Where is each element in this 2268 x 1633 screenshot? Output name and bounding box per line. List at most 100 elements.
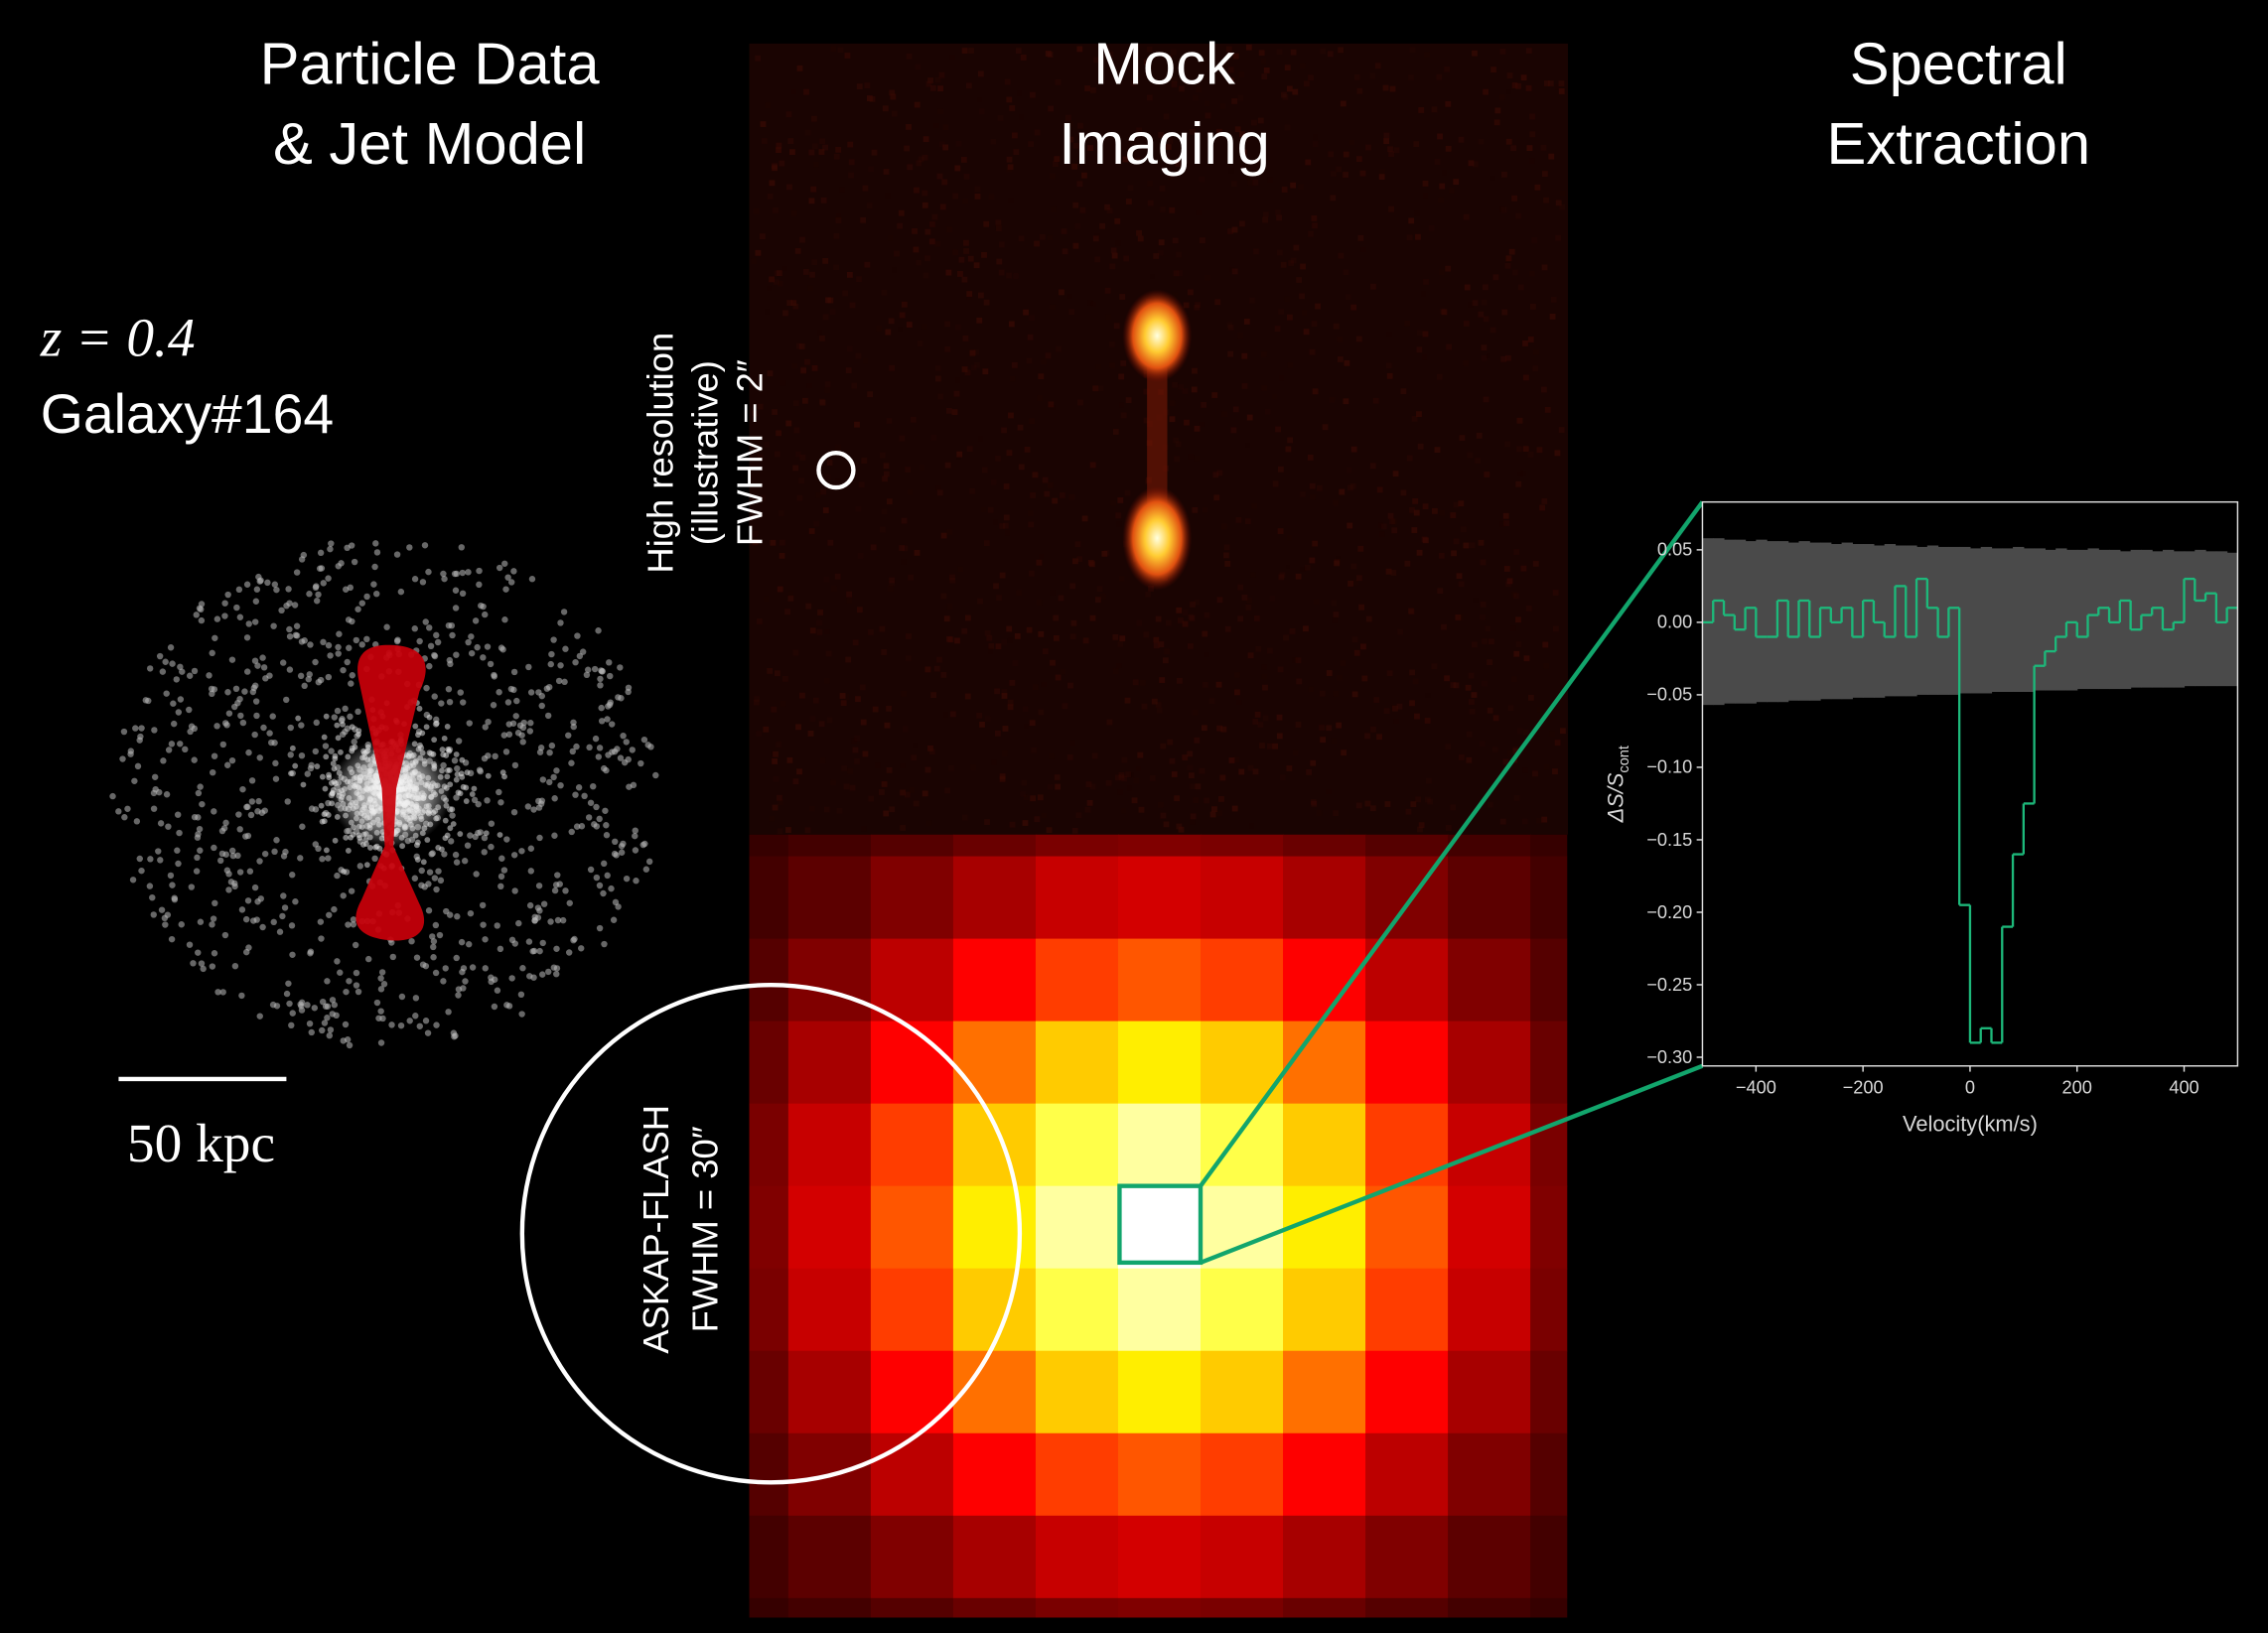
pixel [749, 1515, 789, 1599]
noise [1137, 751, 1144, 758]
noise [1228, 757, 1235, 763]
noise [925, 80, 932, 87]
noise [1238, 768, 1245, 775]
noise [1239, 131, 1245, 138]
noise [1132, 679, 1139, 686]
noise [778, 799, 783, 806]
particle [638, 759, 644, 767]
noise [763, 726, 770, 733]
particle [280, 659, 287, 666]
particle [197, 918, 205, 925]
noise [1286, 534, 1293, 541]
particle [537, 745, 545, 751]
particle [446, 656, 454, 664]
noise [1182, 620, 1189, 627]
noise [808, 805, 815, 812]
noise [1277, 466, 1284, 473]
particle [224, 591, 231, 599]
noise [1251, 502, 1258, 509]
particle [608, 885, 615, 892]
noise [1116, 663, 1122, 669]
noise [1360, 246, 1366, 252]
pixel [1365, 1103, 1449, 1187]
particle [630, 781, 638, 789]
noise [1431, 507, 1438, 514]
noise [1249, 823, 1255, 829]
particle [358, 641, 365, 648]
particle [472, 617, 480, 624]
noise [1303, 329, 1310, 336]
noise-band [1969, 548, 1982, 694]
particle [505, 1003, 513, 1010]
particle [354, 988, 362, 996]
noise [765, 102, 772, 109]
particle [498, 855, 505, 862]
noise [1522, 729, 1529, 736]
pixel [1035, 1515, 1119, 1599]
noise [1467, 452, 1474, 459]
noise [1224, 625, 1231, 632]
noise [1167, 173, 1174, 180]
noise [1211, 392, 1218, 398]
noise [1458, 754, 1465, 760]
pixel [952, 856, 1037, 940]
particle [167, 872, 175, 880]
noise [1182, 754, 1189, 760]
noise [759, 233, 766, 240]
particle [170, 720, 178, 728]
noise [1036, 600, 1043, 606]
y-tick-label: −0.20 [1646, 902, 1692, 922]
noise [885, 329, 892, 336]
noise [761, 138, 768, 144]
particle [372, 540, 379, 547]
particle [312, 658, 319, 666]
noise [777, 280, 783, 287]
pixel [1117, 938, 1202, 1022]
particle [598, 718, 606, 725]
noise [1262, 684, 1268, 691]
particle [323, 713, 330, 720]
particle [373, 549, 381, 556]
noise [1094, 597, 1101, 604]
noise [1469, 708, 1476, 715]
particle [491, 1003, 498, 1011]
particle [243, 581, 251, 588]
noise [1466, 731, 1473, 738]
noise [1041, 812, 1048, 819]
particle [306, 1020, 314, 1027]
noise [1543, 80, 1550, 86]
particle [465, 569, 472, 576]
beam-label: ASKAP-FLASH FWHM = 30″ [636, 1105, 726, 1354]
noise [1296, 678, 1303, 685]
noise [1522, 340, 1528, 346]
noise [1478, 138, 1485, 145]
noise [956, 451, 963, 458]
particle [299, 823, 306, 830]
panel-title: Particle Data [260, 31, 601, 97]
noise [934, 76, 941, 83]
noise [1480, 613, 1486, 620]
particle [320, 580, 327, 587]
pixel [1530, 1432, 1568, 1517]
particle [363, 635, 370, 643]
particle [335, 563, 342, 570]
noise [1116, 521, 1122, 527]
particle [321, 734, 328, 741]
noise [1547, 80, 1554, 86]
noise [795, 342, 802, 349]
particle [510, 568, 517, 575]
noise [1257, 722, 1264, 728]
noise [1095, 363, 1102, 370]
x-tick-label: −200 [1843, 1077, 1884, 1097]
noise [1160, 812, 1167, 819]
particle [476, 567, 483, 575]
noise [1017, 90, 1023, 96]
noise [1555, 200, 1562, 206]
noise [1331, 738, 1338, 745]
noise [969, 487, 975, 494]
particle [161, 914, 169, 922]
noise [1072, 142, 1079, 149]
noise [1117, 789, 1123, 795]
noise [784, 609, 791, 615]
noise [800, 367, 807, 374]
